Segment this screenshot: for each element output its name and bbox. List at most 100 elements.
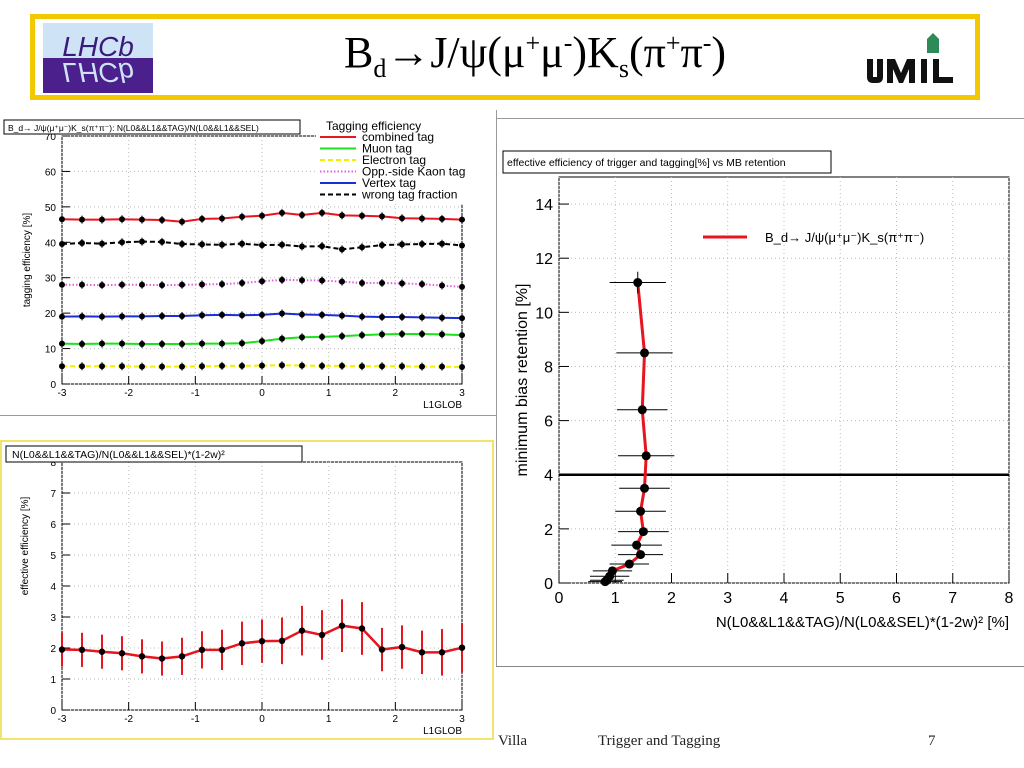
data-point — [159, 216, 165, 223]
data-point — [640, 348, 649, 358]
logo-text: LHCb — [62, 31, 134, 62]
y-tick-label: 50 — [45, 203, 57, 214]
data-point — [199, 281, 205, 288]
data-point — [58, 646, 66, 653]
unil-m — [887, 59, 915, 83]
y-tick-label: 10 — [535, 305, 553, 322]
data-point — [339, 278, 345, 285]
data-point — [339, 362, 345, 369]
x-axis-label: N(L0&&L1&&TAG)/N(L0&&SEL)*(1-2w)² [%] — [716, 614, 1009, 631]
y-tick-label: 4 — [50, 582, 56, 593]
data-point — [219, 340, 225, 347]
data-point — [379, 331, 385, 338]
data-point — [419, 363, 425, 370]
data-point — [418, 649, 426, 656]
data-point — [459, 283, 465, 290]
data-point — [299, 212, 305, 219]
data-point — [199, 241, 205, 248]
data-point — [459, 363, 465, 370]
data-point — [439, 314, 445, 321]
x-tick-label: 3 — [459, 714, 465, 725]
data-point — [459, 315, 465, 322]
data-point — [279, 209, 285, 216]
data-point — [99, 240, 105, 247]
data-point — [178, 653, 186, 660]
data-point — [59, 281, 65, 288]
data-point — [119, 313, 125, 320]
data-point — [439, 215, 445, 222]
y-tick-label: 7 — [50, 489, 56, 500]
title-frame: LHCb LHCb Bd→J/ψ(μ+μ-)Ks(π+π-) UNIL — [30, 14, 980, 100]
footer-divider — [496, 666, 1024, 667]
data-point — [419, 331, 425, 338]
data-point — [279, 276, 285, 283]
data-point — [239, 280, 245, 287]
y-tick-label: 2 — [50, 644, 56, 655]
title-part: μ — [540, 28, 564, 77]
x-tick-label: -2 — [124, 714, 133, 725]
title-part: d — [373, 53, 387, 83]
data-point — [399, 280, 405, 287]
data-point — [238, 640, 246, 647]
unil-logo-text: UNIL — [910, 50, 913, 52]
data-point — [339, 312, 345, 319]
data-point — [439, 282, 445, 289]
data-point — [59, 340, 65, 347]
chart-title: B_d→ J/ψ(μ⁺μ⁻)K_s(π⁺π⁻): N(L0&&L1&&TAG)/… — [8, 123, 259, 133]
data-point — [279, 310, 285, 317]
data-point — [179, 281, 185, 288]
data-point — [159, 340, 165, 347]
data-point — [399, 314, 405, 321]
x-tick-label: 8 — [1005, 590, 1014, 607]
data-point — [399, 215, 405, 222]
data-point — [299, 362, 305, 369]
data-point — [119, 363, 125, 370]
data-point — [279, 362, 285, 369]
data-point — [79, 281, 85, 288]
data-point — [198, 646, 206, 654]
title-box — [502, 150, 832, 174]
data-point — [199, 215, 205, 222]
data-point — [79, 313, 85, 320]
data-point — [159, 363, 165, 370]
data-point — [358, 625, 366, 632]
footer-title: Trigger and Tagging — [598, 733, 721, 749]
x-tick-label: 3 — [723, 590, 732, 607]
y-tick-label: 60 — [45, 167, 57, 178]
y-tick-label: 5 — [50, 551, 56, 562]
data-point — [399, 241, 405, 248]
data-point — [199, 340, 205, 347]
data-point — [219, 215, 225, 222]
data-point — [299, 311, 305, 318]
data-point — [59, 313, 65, 320]
data-point — [259, 362, 265, 369]
data-point — [278, 637, 286, 645]
unil-tower — [927, 33, 939, 53]
y-tick-label: 3 — [50, 613, 56, 624]
y-tick-label: 0 — [544, 576, 553, 593]
y-axis-label: tagging efficiency [%] — [22, 213, 33, 308]
data-point — [378, 646, 386, 653]
x-tick-label: 1 — [326, 714, 332, 725]
data-point — [219, 241, 225, 248]
logo-reflection: LHCb — [62, 57, 134, 88]
data-point — [239, 213, 245, 220]
data-point — [239, 340, 245, 347]
title-part: )K — [572, 28, 619, 77]
data-point — [632, 540, 642, 550]
data-point — [239, 312, 245, 319]
data-point — [439, 363, 445, 370]
y-axis-label: minimum bias retention [%] — [514, 284, 531, 477]
y-tick-label: 40 — [45, 238, 57, 249]
data-point — [119, 340, 125, 347]
data-point — [98, 648, 106, 655]
x-tick-label: -3 — [58, 714, 67, 725]
y-tick-label: 8 — [544, 359, 553, 376]
title-part: + — [525, 28, 541, 58]
legend-entry: Vertex tag — [362, 176, 416, 190]
data-point — [319, 243, 325, 250]
data-point — [459, 242, 465, 249]
x-tick-label: 1 — [326, 388, 332, 399]
chart-title: N(L0&&L1&&TAG)/N(L0&&L1&&SEL)*(1-2w)² — [12, 449, 225, 461]
data-point — [319, 333, 325, 340]
